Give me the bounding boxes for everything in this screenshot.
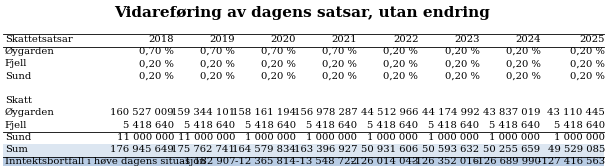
Text: 43 837 019: 43 837 019: [483, 108, 540, 117]
Text: 158 161 194: 158 161 194: [232, 108, 296, 117]
Text: Fjell: Fjell: [5, 59, 27, 68]
Text: Inntektsbortfall i høve dagens situasjon: Inntektsbortfall i høve dagens situasjon: [5, 157, 206, 166]
Bar: [3, 71, 604, 83]
Bar: [3, 157, 604, 166]
Text: -127 416 563: -127 416 563: [538, 157, 605, 166]
Bar: [3, 34, 604, 46]
Text: 1 000 000: 1 000 000: [489, 133, 540, 142]
Text: Sund: Sund: [5, 72, 31, 81]
Text: 1 000 000: 1 000 000: [367, 133, 418, 142]
Text: 0,20 %: 0,20 %: [322, 59, 358, 68]
Text: -126 689 990: -126 689 990: [474, 157, 540, 166]
Bar: [3, 144, 604, 157]
Text: 50 593 632: 50 593 632: [422, 145, 479, 154]
Text: 176 945 649: 176 945 649: [110, 145, 174, 154]
Bar: [3, 120, 604, 132]
Text: 2022: 2022: [393, 35, 418, 44]
Text: Skattetsatsar: Skattetsatsar: [5, 35, 73, 44]
Text: -1 182 907: -1 182 907: [181, 157, 235, 166]
Text: 0,20 %: 0,20 %: [322, 72, 358, 81]
Text: 2025: 2025: [580, 35, 605, 44]
Text: 0,20 %: 0,20 %: [445, 72, 479, 81]
Text: 2024: 2024: [515, 35, 540, 44]
Text: 0,20 %: 0,20 %: [261, 72, 296, 81]
Text: Øygarden: Øygarden: [5, 108, 54, 117]
Text: -12 365 814: -12 365 814: [235, 157, 296, 166]
Text: 1 000 000: 1 000 000: [245, 133, 296, 142]
Text: 1 000 000: 1 000 000: [554, 133, 605, 142]
Text: 0,20 %: 0,20 %: [506, 72, 540, 81]
Text: Øygarden: Øygarden: [5, 47, 54, 56]
Text: 5 418 640: 5 418 640: [184, 121, 235, 129]
Text: 5 418 640: 5 418 640: [428, 121, 479, 129]
Text: 0,20 %: 0,20 %: [139, 72, 174, 81]
Text: -126 014 043: -126 014 043: [351, 157, 418, 166]
Text: 0,20 %: 0,20 %: [506, 47, 540, 56]
Bar: [3, 95, 604, 108]
Text: 44 174 992: 44 174 992: [422, 108, 479, 117]
Text: 50 931 606: 50 931 606: [361, 145, 418, 154]
Text: 0,20 %: 0,20 %: [200, 59, 235, 68]
Text: 5 418 640: 5 418 640: [554, 121, 605, 129]
Text: 0,70 %: 0,70 %: [261, 47, 296, 56]
Bar: [3, 83, 604, 95]
Text: 2020: 2020: [270, 35, 296, 44]
Text: 0,70 %: 0,70 %: [322, 47, 358, 56]
Text: 2018: 2018: [148, 35, 174, 44]
Text: 5 418 640: 5 418 640: [306, 121, 358, 129]
Text: 5 418 640: 5 418 640: [367, 121, 418, 129]
Text: 0,20 %: 0,20 %: [571, 47, 605, 56]
Text: -126 352 016: -126 352 016: [413, 157, 479, 166]
Text: 50 255 659: 50 255 659: [483, 145, 540, 154]
Text: 159 344 101: 159 344 101: [171, 108, 235, 117]
Text: 0,20 %: 0,20 %: [571, 59, 605, 68]
Text: 11 000 000: 11 000 000: [117, 133, 174, 142]
Text: 49 529 085: 49 529 085: [548, 145, 605, 154]
Text: 5 418 640: 5 418 640: [489, 121, 540, 129]
Text: 0,20 %: 0,20 %: [384, 59, 418, 68]
Text: Fjell: Fjell: [5, 121, 27, 129]
Text: Sum: Sum: [5, 145, 28, 154]
Text: 43 110 445: 43 110 445: [548, 108, 605, 117]
Text: Skatt: Skatt: [5, 96, 31, 105]
Text: 11 000 000: 11 000 000: [178, 133, 235, 142]
Text: 2021: 2021: [332, 35, 358, 44]
Text: 0,20 %: 0,20 %: [506, 59, 540, 68]
Text: 0,20 %: 0,20 %: [384, 47, 418, 56]
Text: 1 000 000: 1 000 000: [306, 133, 358, 142]
Bar: [3, 59, 604, 71]
Text: 0,70 %: 0,70 %: [139, 47, 174, 56]
Bar: [3, 132, 604, 144]
Text: 164 579 834: 164 579 834: [232, 145, 296, 154]
Text: 175 762 741: 175 762 741: [171, 145, 235, 154]
Text: 163 396 927: 163 396 927: [294, 145, 358, 154]
Text: 0,20 %: 0,20 %: [445, 59, 479, 68]
Text: 0,20 %: 0,20 %: [571, 72, 605, 81]
Text: 0,20 %: 0,20 %: [384, 72, 418, 81]
Text: 0,20 %: 0,20 %: [445, 47, 479, 56]
Text: 44 512 966: 44 512 966: [361, 108, 418, 117]
Text: 0,20 %: 0,20 %: [200, 72, 235, 81]
Bar: [3, 108, 604, 120]
Text: 2023: 2023: [454, 35, 479, 44]
Text: 1 000 000: 1 000 000: [428, 133, 479, 142]
Text: Vidareføring av dagens satsar, utan endring: Vidareføring av dagens satsar, utan endr…: [114, 6, 490, 20]
Text: 0,20 %: 0,20 %: [139, 59, 174, 68]
Text: 2019: 2019: [209, 35, 235, 44]
Text: -13 548 722: -13 548 722: [296, 157, 358, 166]
Text: 156 978 287: 156 978 287: [293, 108, 358, 117]
Text: 160 527 009: 160 527 009: [111, 108, 174, 117]
Text: 5 418 640: 5 418 640: [123, 121, 174, 129]
Text: 0,70 %: 0,70 %: [200, 47, 235, 56]
Text: 5 418 640: 5 418 640: [245, 121, 296, 129]
Text: Sund: Sund: [5, 133, 31, 142]
Text: 0,20 %: 0,20 %: [261, 59, 296, 68]
Bar: [3, 46, 604, 59]
